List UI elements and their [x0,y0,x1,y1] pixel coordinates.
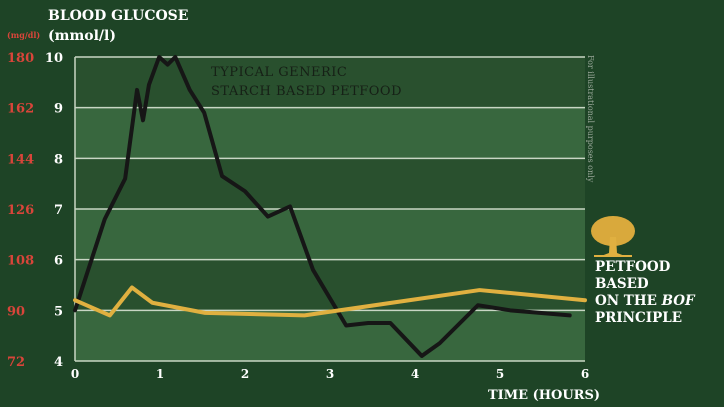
bof-label-line2: ON THE BOF [595,293,724,310]
y-axis-title-line1: BLOOD GLUCOSE [48,8,189,24]
x-tick-label: 0 [71,367,79,381]
illustrational-note: For illustrational purposes only [586,55,595,183]
x-tick-label: 2 [241,367,249,381]
x-axis-title: TIME (HOURS) [488,388,601,403]
grid-band [75,310,585,361]
y-tick-label-secondary: 90 [7,304,25,319]
y-tick-label: 7 [54,203,63,218]
grid-band [75,57,585,108]
grid-band [75,209,585,260]
y-axis-title: BLOOD GLUCOSE (mmol/l) [48,6,188,46]
y-tick-label: 6 [54,254,63,269]
x-tick-label: 4 [411,367,419,381]
bof-series-line [73,285,587,318]
y-tick-label: 5 [54,304,63,319]
y-axis-title-line2: (mmol/l) [48,28,116,44]
bof-label-bof: BOF [661,293,695,309]
bof-label-line1: PETFOOD BASED [595,259,671,292]
y-tick-label-secondary: 180 [7,51,34,66]
y-tick-label-secondary: 162 [7,102,34,117]
starch-series-label: TYPICAL GENERIC STARCH BASED PETFOOD [211,63,402,101]
x-tick-label: 3 [326,367,334,381]
starch-label-line1: TYPICAL GENERIC [211,65,348,80]
x-tick-label: 6 [581,367,589,381]
starch-label-line2: STARCH BASED PETFOOD [211,84,403,99]
y-tick-label: 8 [54,152,63,167]
y-tick-label: 9 [54,102,63,117]
tree-logo-icon [591,216,635,257]
y-tick-label-secondary: 144 [7,152,34,167]
bof-label-line3: PRINCIPLE [595,310,683,326]
x-tick-label: 5 [496,367,504,381]
y-tick-label: 4 [54,355,63,370]
secondary-axis-unit: (mg/dl) [7,30,41,40]
starch-series-line [73,55,572,358]
grid-band [75,158,585,209]
x-tick-label: 1 [156,367,164,381]
y-tick-label-secondary: 108 [7,254,34,269]
bof-label-on-the: ON THE [595,293,662,309]
y-tick-label-secondary: 126 [7,203,34,218]
y-tick-label-secondary: 72 [7,355,25,370]
y-tick-label: 10 [45,51,63,66]
grid-band [75,107,585,159]
bof-series-label: PETFOOD BASED ON THE BOF PRINCIPLE [595,259,724,327]
